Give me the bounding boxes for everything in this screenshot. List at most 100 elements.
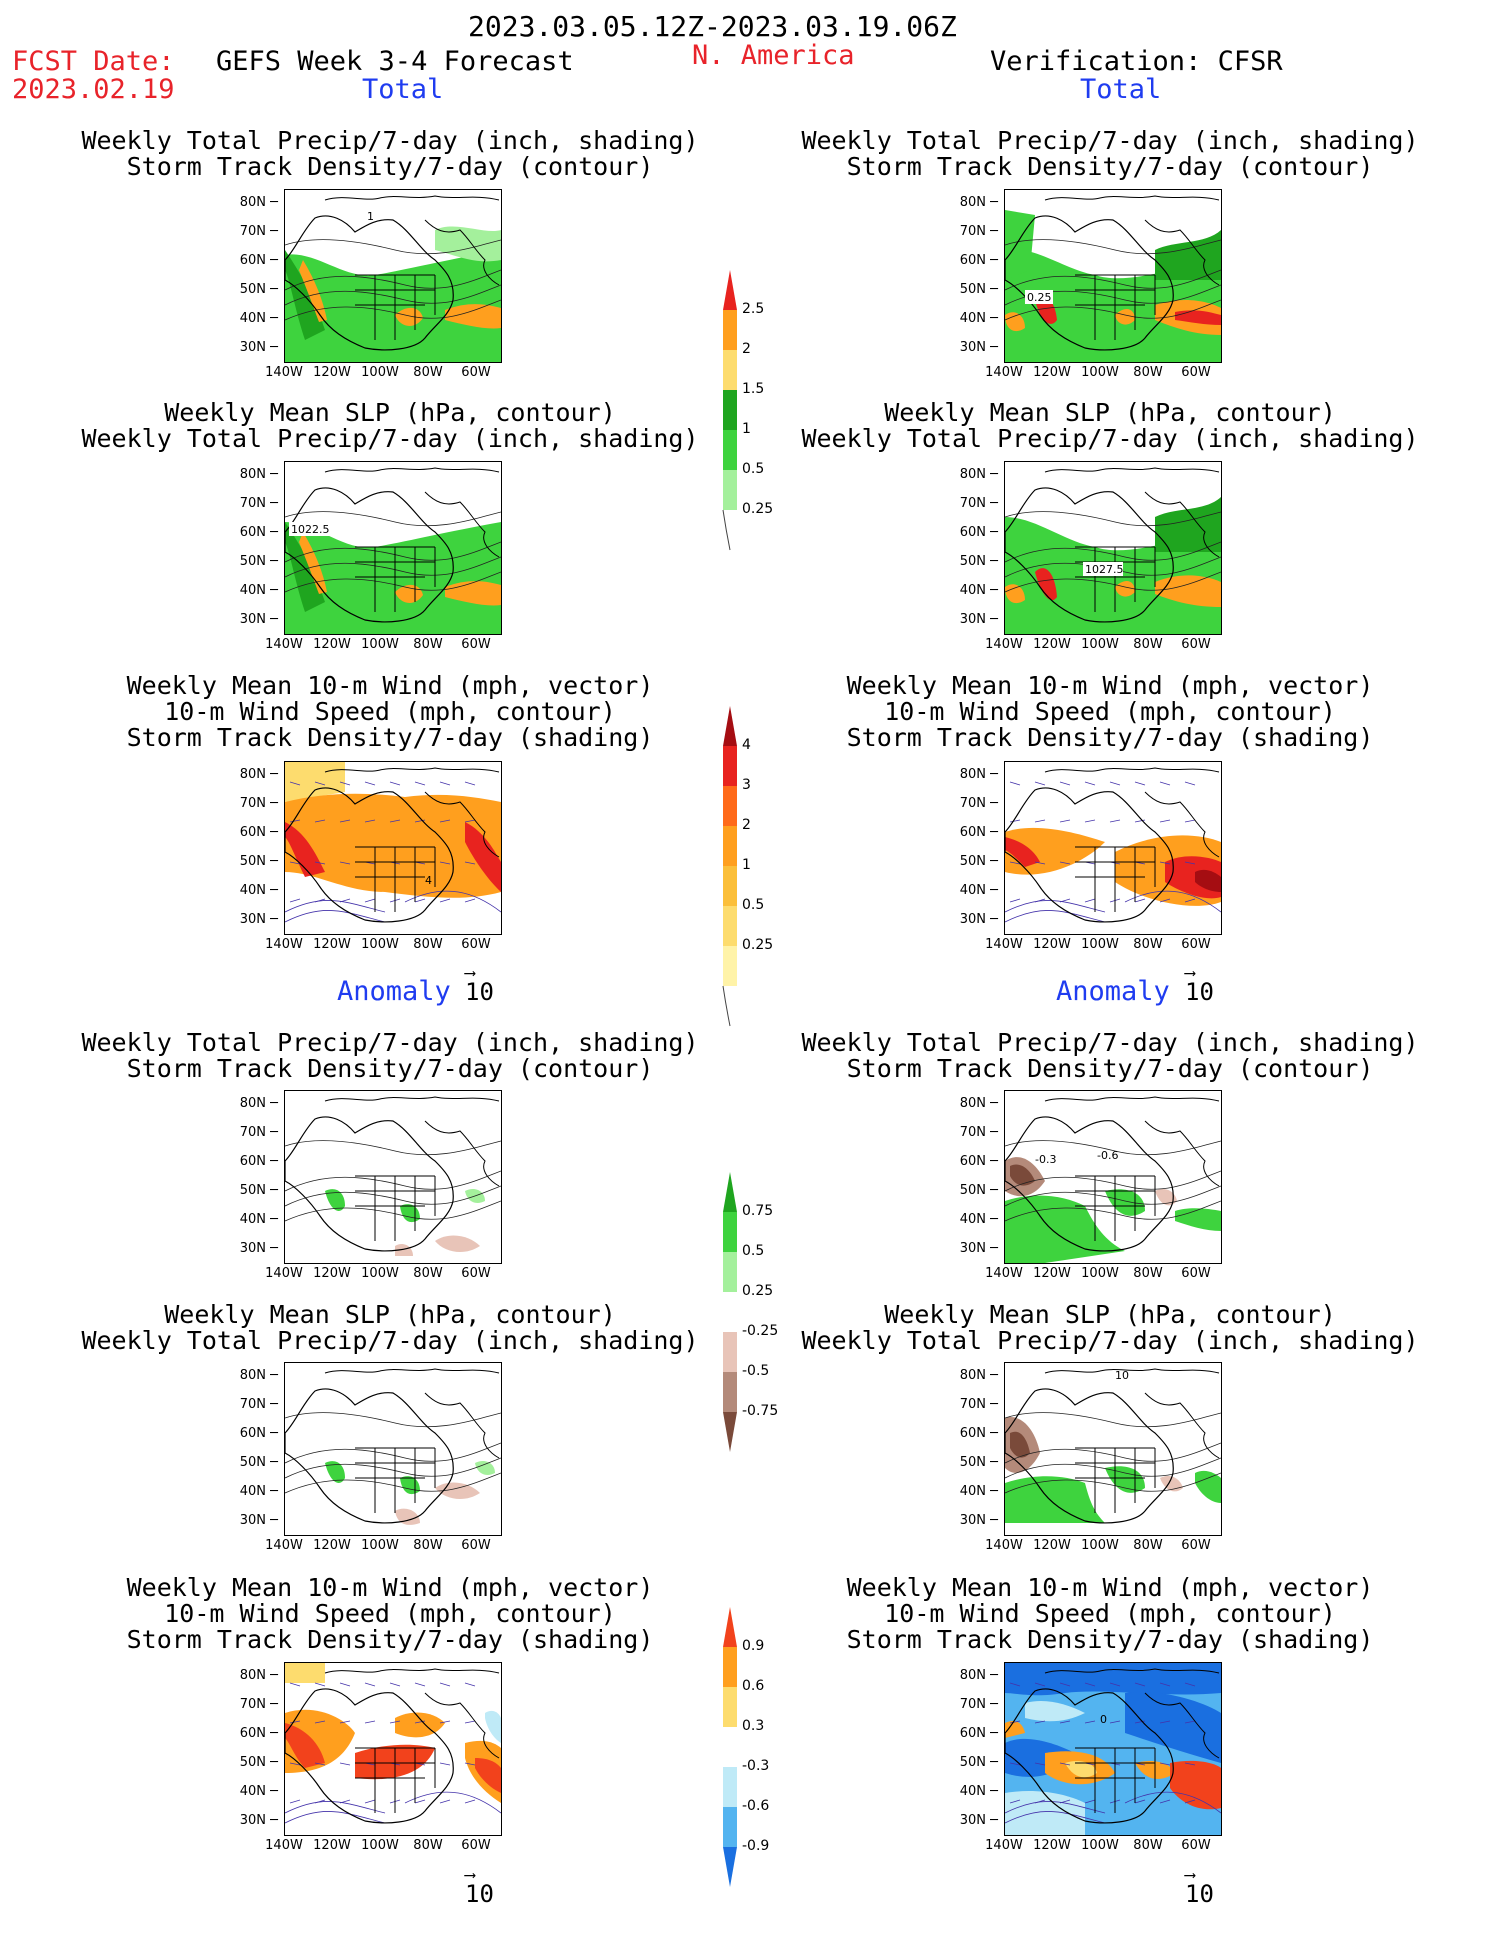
colorbar-label: 1 xyxy=(742,421,751,437)
colorbar-swatch xyxy=(723,826,737,866)
lat-tick-label: 60N ─ xyxy=(959,825,998,840)
lat-tick-label: 40N ─ xyxy=(959,883,998,898)
colorbar-swatch xyxy=(723,706,737,746)
lat-tick-label: 70N ─ xyxy=(959,1697,998,1712)
lat-tick-label: 60N ─ xyxy=(959,525,998,540)
lat-tick-label: 30N ─ xyxy=(239,912,278,927)
colorbar-label: -0.9 xyxy=(742,1838,770,1854)
section-total-verification: Total xyxy=(1080,74,1162,105)
panel-title-fc-anom-slp: Weekly Mean SLP (hPa, contour) Weekly To… xyxy=(81,1300,699,1355)
lat-tick-label: 70N ─ xyxy=(239,1125,278,1140)
map-ob-anom-precip: -0.3 -0.6 xyxy=(1004,1090,1222,1264)
colorbar-label: 3 xyxy=(742,777,751,793)
contour-label: 0 xyxy=(1100,1713,1107,1726)
region-title: N. America xyxy=(692,40,855,71)
lon-tick-label: 60W xyxy=(1181,937,1211,952)
lon-tick-label: 120W xyxy=(313,1838,351,1853)
lon-tick-label: 60W xyxy=(1181,1266,1211,1281)
colorbar-graphic xyxy=(723,1607,737,1887)
colorbar-swatch xyxy=(723,270,737,310)
lat-tick-label: 80N ─ xyxy=(239,767,278,782)
colorbar-swatch xyxy=(723,1252,737,1292)
lat-tick-label: 80N ─ xyxy=(239,1096,278,1111)
lon-tick-label: 100W xyxy=(1081,1838,1119,1853)
fcst-date-value: 2023.02.19 xyxy=(12,74,175,105)
lat-tick-label: 60N ─ xyxy=(959,1154,998,1169)
vector-reference-ob-anom: ⟶ 10 xyxy=(1185,1865,1214,1909)
colorbar-swatch xyxy=(723,390,737,430)
lat-tick-label: 70N ─ xyxy=(959,496,998,511)
colorbar-tail xyxy=(722,985,731,1027)
lon-tick-label: 140W xyxy=(265,937,303,952)
colorbar-label: -0.75 xyxy=(742,1403,779,1419)
lon-tick-label: 60W xyxy=(1181,637,1211,652)
colorbar-swatch xyxy=(723,1607,737,1647)
lon-tick-label: 120W xyxy=(313,1538,351,1553)
lat-tick-label: 80N ─ xyxy=(959,767,998,782)
lon-tick-label: 140W xyxy=(985,1538,1023,1553)
lat-tick-label: 30N ─ xyxy=(959,912,998,927)
lon-tick-label: 120W xyxy=(1033,937,1071,952)
lat-tick-label: 70N ─ xyxy=(239,1397,278,1412)
lat-tick-label: 80N ─ xyxy=(239,1368,278,1383)
colorbar-tail xyxy=(722,509,731,551)
colorbar-swatch xyxy=(723,1332,737,1372)
colorbar-label: 0.9 xyxy=(742,1638,765,1654)
lat-tick-label: 80N ─ xyxy=(239,1668,278,1683)
colorbar-label: 0.25 xyxy=(742,937,774,953)
colorbar-swatch xyxy=(723,1847,737,1887)
lat-tick-label: 30N ─ xyxy=(959,612,998,627)
lon-tick-label: 140W xyxy=(985,1838,1023,1853)
panel-title-fc-total-wind: Weekly Mean 10-m Wind (mph, vector) 10-m… xyxy=(126,671,654,752)
lon-tick-label: 80W xyxy=(413,637,443,652)
lat-tick-label: 40N ─ xyxy=(239,883,278,898)
map-ob-total-wind xyxy=(1004,761,1222,935)
map-fc-total-precip: 1 xyxy=(284,189,502,363)
colorbar-graphic xyxy=(722,706,737,1027)
lon-tick-label: 100W xyxy=(1081,1266,1119,1281)
lon-tick-label: 60W xyxy=(1181,1838,1211,1853)
colorbar-label: -0.6 xyxy=(742,1798,770,1814)
map-fc-anom-precip xyxy=(284,1090,502,1264)
map-ob-anom-wind: 0 xyxy=(1004,1662,1222,1836)
lat-tick-label: 80N ─ xyxy=(959,1668,998,1683)
lon-tick-label: 100W xyxy=(1081,1538,1119,1553)
lon-tick-label: 60W xyxy=(461,1538,491,1553)
lon-tick-label: 100W xyxy=(361,637,399,652)
lat-tick-label: 40N ─ xyxy=(959,583,998,598)
colorbar-swatch xyxy=(723,1687,737,1727)
lon-tick-label: 140W xyxy=(265,637,303,652)
lon-tick-label: 140W xyxy=(985,937,1023,952)
vector-reference-fc-total: ⟶ 10 xyxy=(465,963,494,1007)
lat-tick-label: 60N ─ xyxy=(239,825,278,840)
lon-tick-label: 120W xyxy=(1033,365,1071,380)
lat-tick-label: 50N ─ xyxy=(239,1755,278,1770)
lon-tick-label: 100W xyxy=(1081,937,1119,952)
contour-label: 1022.5 xyxy=(291,523,330,536)
panel-title-fc-total-precip: Weekly Total Precip/7-day (inch, shading… xyxy=(81,126,699,181)
colorbar-swatch xyxy=(723,1212,737,1252)
lon-tick-label: 140W xyxy=(265,1838,303,1853)
lat-tick-label: 40N ─ xyxy=(959,1212,998,1227)
lon-tick-label: 80W xyxy=(1133,937,1163,952)
lat-tick-label: 40N ─ xyxy=(239,311,278,326)
product-title: GEFS Week 3-4 Forecast xyxy=(216,46,574,77)
colorbar-label: 1 xyxy=(742,857,751,873)
lon-tick-label: 140W xyxy=(985,365,1023,380)
lon-tick-label: 60W xyxy=(1181,1538,1211,1553)
lon-tick-label: 80W xyxy=(413,1838,443,1853)
lon-tick-label: 120W xyxy=(313,937,351,952)
panel-title-ob-total-slp: Weekly Mean SLP (hPa, contour) Weekly To… xyxy=(801,398,1419,453)
lon-tick-label: 120W xyxy=(1033,1266,1071,1281)
colorbar-label: 0.3 xyxy=(742,1718,765,1734)
colorbar-label: 0.6 xyxy=(742,1678,765,1694)
lat-tick-label: 50N ─ xyxy=(959,1455,998,1470)
lon-tick-label: 140W xyxy=(265,365,303,380)
lat-tick-label: 30N ─ xyxy=(959,1241,998,1256)
contour-label: 1027.5 xyxy=(1085,563,1124,576)
map-ob-total-slp: 1027.5 xyxy=(1004,461,1222,635)
lon-tick-label: 80W xyxy=(413,1538,443,1553)
colorbar-graphic xyxy=(723,1172,737,1452)
lon-tick-label: 140W xyxy=(265,1266,303,1281)
lon-tick-label: 120W xyxy=(1033,1538,1071,1553)
